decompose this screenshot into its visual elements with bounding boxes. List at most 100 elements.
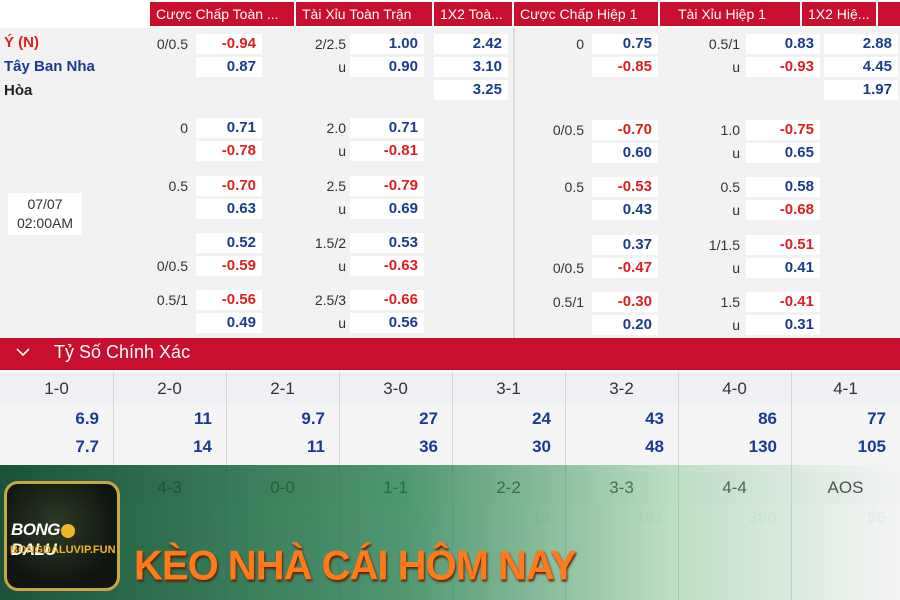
odds-cell[interactable]: 0.58 — [746, 177, 820, 197]
score-cell[interactable]: 4-0 86 130 — [678, 373, 791, 461]
odds-cell[interactable]: 3.10 — [434, 57, 508, 77]
odds-cell[interactable]: 0.43 — [592, 200, 658, 220]
score-odds[interactable]: 9.9 — [301, 508, 325, 527]
chevron-down-icon[interactable] — [16, 344, 30, 360]
ou-line: 0.5 — [720, 179, 740, 195]
odds-cell[interactable]: -0.93 — [746, 57, 820, 77]
odds-cell[interactable]: -0.75 — [746, 120, 820, 140]
brand-logo[interactable]: BONGDALU BONGDALUVIP.FUN — [4, 481, 120, 591]
score-odds[interactable]: 6.1 — [414, 508, 438, 527]
ou-line: 1.5/2 — [314, 235, 346, 251]
odds-cell[interactable]: 0.69 — [350, 199, 424, 219]
score-cell[interactable]: 3-3 101 — [565, 472, 678, 532]
score-cell[interactable]: 3-1 24 30 — [452, 373, 565, 461]
score-odds[interactable]: 300 — [748, 508, 777, 527]
score-odds[interactable]: 130 — [748, 437, 777, 456]
score-odds[interactable]: 7.7 — [75, 437, 99, 456]
odds-cell[interactable]: 0.52 — [196, 233, 262, 253]
odds-cell[interactable]: -0.79 — [350, 176, 424, 196]
odds-cell[interactable]: -0.56 — [196, 290, 262, 310]
score-odds[interactable]: 330 — [183, 508, 212, 527]
odds-cell[interactable]: 2.42 — [434, 34, 508, 54]
score-odds[interactable]: 43 — [645, 409, 664, 428]
correct-score-bar[interactable]: Tỷ Số Chính Xác — [0, 338, 900, 370]
score-cell[interactable]: 4-3 330 — [113, 472, 226, 532]
odds-cell[interactable]: -0.85 — [592, 57, 658, 77]
score-odds[interactable]: 24 — [532, 409, 551, 428]
score-odds[interactable]: 86 — [758, 409, 777, 428]
score-cell[interactable]: AOS 56 — [791, 472, 900, 532]
odds-cell[interactable]: -0.70 — [196, 176, 262, 196]
odds-cell[interactable]: 0.20 — [592, 315, 658, 335]
odds-cell[interactable]: -0.66 — [350, 290, 424, 310]
odds-cell[interactable]: 0.49 — [196, 313, 262, 333]
score-cell[interactable]: 0-0 9.9 — [226, 472, 339, 532]
odds-cell[interactable]: 0.71 — [350, 118, 424, 138]
score-odds[interactable]: 77 — [867, 409, 886, 428]
odds-cell[interactable]: 1.00 — [350, 34, 424, 54]
header-1x2-full[interactable]: 1X2 Toà... — [434, 2, 512, 26]
odds-cell[interactable]: -0.81 — [350, 141, 424, 161]
score-odds[interactable]: 11 — [194, 409, 212, 428]
score-odds[interactable]: 11 — [307, 437, 325, 456]
odds-cell[interactable]: 4.45 — [824, 57, 898, 77]
odds-cell[interactable]: 0.65 — [746, 143, 820, 163]
odds-cell[interactable]: 3.25 — [434, 80, 508, 100]
score-cell[interactable]: 2-1 9.7 11 — [226, 373, 339, 461]
odds-cell[interactable]: -0.53 — [592, 177, 658, 197]
odds-cell[interactable]: 0.87 — [196, 57, 262, 77]
score-odds[interactable]: 9.7 — [301, 409, 325, 428]
odds-cell[interactable]: 0.75 — [592, 34, 658, 54]
odds-cell[interactable]: 0.60 — [592, 143, 658, 163]
odds-cell[interactable]: 0.41 — [746, 258, 820, 278]
odds-cell[interactable]: 0.63 — [196, 199, 262, 219]
odds-cell[interactable]: 0.90 — [350, 57, 424, 77]
odds-cell[interactable]: -0.51 — [746, 235, 820, 255]
score-odds[interactable]: 48 — [645, 437, 664, 456]
score-odds[interactable]: 27 — [419, 409, 438, 428]
score-cell[interactable]: 3-2 43 48 — [565, 373, 678, 461]
score-cell[interactable]: 2-0 11 14 — [113, 373, 226, 461]
odds-cell[interactable]: 1.97 — [824, 80, 898, 100]
odds-cell[interactable]: -0.59 — [196, 256, 262, 276]
odds-cell[interactable]: -0.30 — [592, 292, 658, 312]
score-odds[interactable]: 101 — [635, 508, 664, 527]
score-label: 3-0 — [339, 373, 452, 405]
score-cell[interactable]: 3-0 27 36 — [339, 373, 452, 461]
ou-line: 2.0 — [326, 120, 346, 136]
odds-cell[interactable]: 0.71 — [196, 118, 262, 138]
odds-cell[interactable]: -0.41 — [746, 292, 820, 312]
score-odds[interactable]: 6.9 — [75, 409, 99, 428]
odds-cell[interactable]: 2.88 — [824, 34, 898, 54]
score-odds[interactable]: 56 — [867, 508, 886, 527]
odds-cell[interactable]: 0.37 — [592, 235, 658, 255]
header-handicap-h1[interactable]: Cược Chấp Hiệp 1 — [514, 2, 658, 26]
odds-cell[interactable]: 0.53 — [350, 233, 424, 253]
odds-cell[interactable]: -0.47 — [592, 258, 658, 278]
odds-cell[interactable]: -0.94 — [196, 34, 262, 54]
odds-cell[interactable]: 0.83 — [746, 34, 820, 54]
score-cell[interactable]: 4-4 300 — [678, 472, 791, 532]
score-cell[interactable]: 1-0 6.9 7.7 — [0, 373, 113, 461]
header-overunder-full[interactable]: Tài Xỉu Toàn Trận — [296, 2, 432, 26]
score-odds[interactable]: 105 — [857, 437, 886, 456]
header-overunder-h1[interactable]: Tài Xỉu Hiệp 1 — [660, 2, 800, 26]
odds-cell[interactable]: -0.68 — [746, 200, 820, 220]
score-odds[interactable]: 18 — [532, 508, 551, 527]
odds-cell[interactable]: -0.78 — [196, 141, 262, 161]
odds-cell[interactable]: -0.63 — [350, 256, 424, 276]
score-odds[interactable]: 14 — [193, 437, 212, 456]
header-handicap-full[interactable]: Cược Chấp Toàn ... — [150, 2, 294, 26]
score-cell[interactable]: 1-1 6.1 — [339, 472, 452, 532]
ou-under-label: u — [732, 59, 740, 75]
score-label: 1-0 — [0, 373, 113, 405]
odds-cell[interactable]: 0.56 — [350, 313, 424, 333]
header-1x2-h1[interactable]: 1X2 Hiệ... — [802, 2, 876, 26]
score-odds[interactable]: 36 — [419, 437, 438, 456]
odds-cell[interactable]: 0.31 — [746, 315, 820, 335]
match-time: 02:00AM — [16, 215, 74, 231]
score-cell[interactable]: 2-2 18 — [452, 472, 565, 532]
score-cell[interactable]: 4-1 77 105 — [791, 373, 900, 461]
score-odds[interactable]: 30 — [532, 437, 551, 456]
odds-cell[interactable]: -0.70 — [592, 120, 658, 140]
